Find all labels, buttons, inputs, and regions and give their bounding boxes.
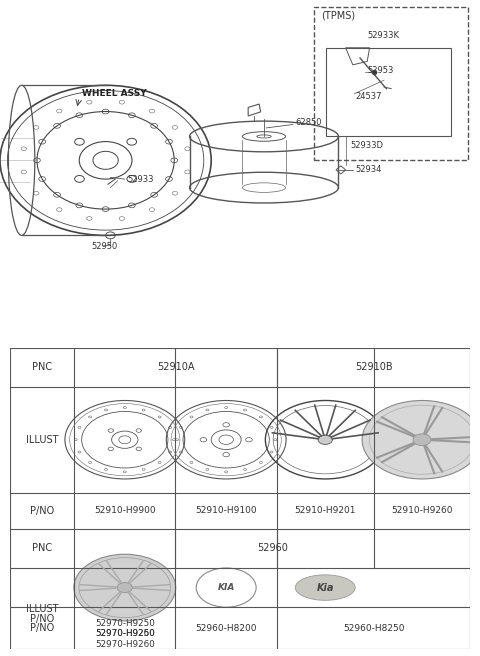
Text: 24537: 24537 (355, 92, 382, 101)
Text: 52970-H9250
52970-H9260: 52970-H9250 52970-H9260 (95, 619, 155, 638)
Text: 52910A: 52910A (157, 362, 194, 373)
Ellipse shape (295, 575, 355, 600)
Text: 52950: 52950 (91, 242, 118, 251)
Text: 52960: 52960 (257, 543, 288, 554)
Text: 52933D: 52933D (350, 142, 384, 150)
Text: 52933: 52933 (127, 176, 154, 184)
Text: ILLUST: ILLUST (25, 604, 58, 614)
Text: 52933K: 52933K (367, 31, 399, 39)
Text: 52953: 52953 (367, 66, 394, 75)
Text: 62850: 62850 (295, 117, 322, 127)
Text: ILLUST: ILLUST (25, 435, 58, 445)
Text: 52910-H9260: 52910-H9260 (391, 506, 453, 515)
Circle shape (362, 400, 480, 479)
Circle shape (413, 434, 431, 445)
Text: PNC: PNC (32, 543, 52, 554)
Text: Kia: Kia (316, 583, 334, 592)
Circle shape (318, 435, 333, 444)
Text: (TPMS): (TPMS) (322, 10, 356, 21)
Text: 52910-H9100: 52910-H9100 (195, 506, 257, 515)
Bar (326, 48, 451, 136)
Circle shape (74, 554, 176, 621)
Text: 52910B: 52910B (355, 362, 393, 373)
Text: P/NO: P/NO (30, 623, 54, 633)
Text: KIA: KIA (217, 583, 235, 592)
Text: 52960-H8250: 52960-H8250 (343, 624, 404, 633)
Text: 52934: 52934 (355, 165, 382, 174)
Text: 52910-H9201: 52910-H9201 (295, 506, 356, 515)
Text: 52910-H9900: 52910-H9900 (94, 506, 156, 515)
Text: 52970-H9250
52970-H9260: 52970-H9250 52970-H9260 (95, 629, 155, 649)
Text: P/NO: P/NO (214, 614, 238, 625)
Text: 52960-H8200: 52960-H8200 (195, 624, 257, 633)
Text: P/NO: P/NO (30, 506, 54, 516)
Text: P/NO: P/NO (30, 614, 54, 625)
Circle shape (117, 583, 132, 592)
Text: PNC: PNC (32, 362, 52, 373)
Text: WHEEL ASSY: WHEEL ASSY (82, 89, 146, 98)
